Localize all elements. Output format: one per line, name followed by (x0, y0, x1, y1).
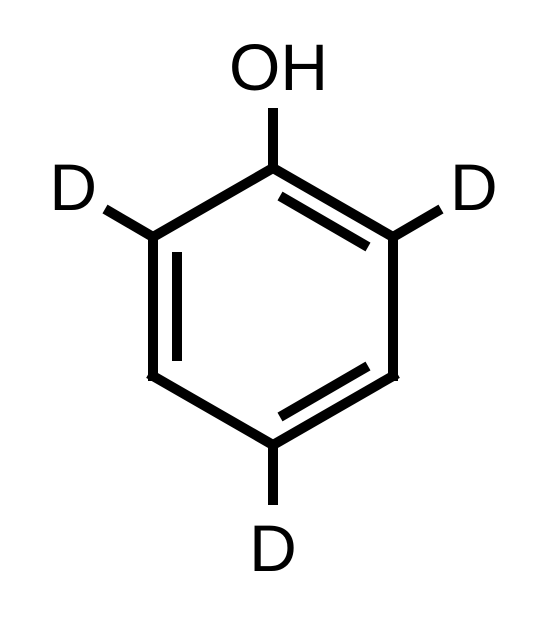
label-d-top-right: D (450, 150, 498, 224)
bond-c6-c1 (153, 168, 273, 237)
label-d-top-left: D (49, 150, 97, 224)
label-oh: OH (229, 30, 328, 104)
benzene-ring (153, 168, 393, 445)
bond-c4-c5 (153, 376, 273, 445)
molecule-diagram: OH D D D (0, 0, 547, 640)
double-bond-c1-c2 (280, 196, 368, 247)
bond-c6-d (105, 209, 153, 237)
bond-c2-d (393, 209, 441, 237)
double-bonds (177, 196, 368, 417)
label-d-bottom: D (249, 511, 297, 585)
double-bond-c3-c4 (280, 366, 368, 417)
